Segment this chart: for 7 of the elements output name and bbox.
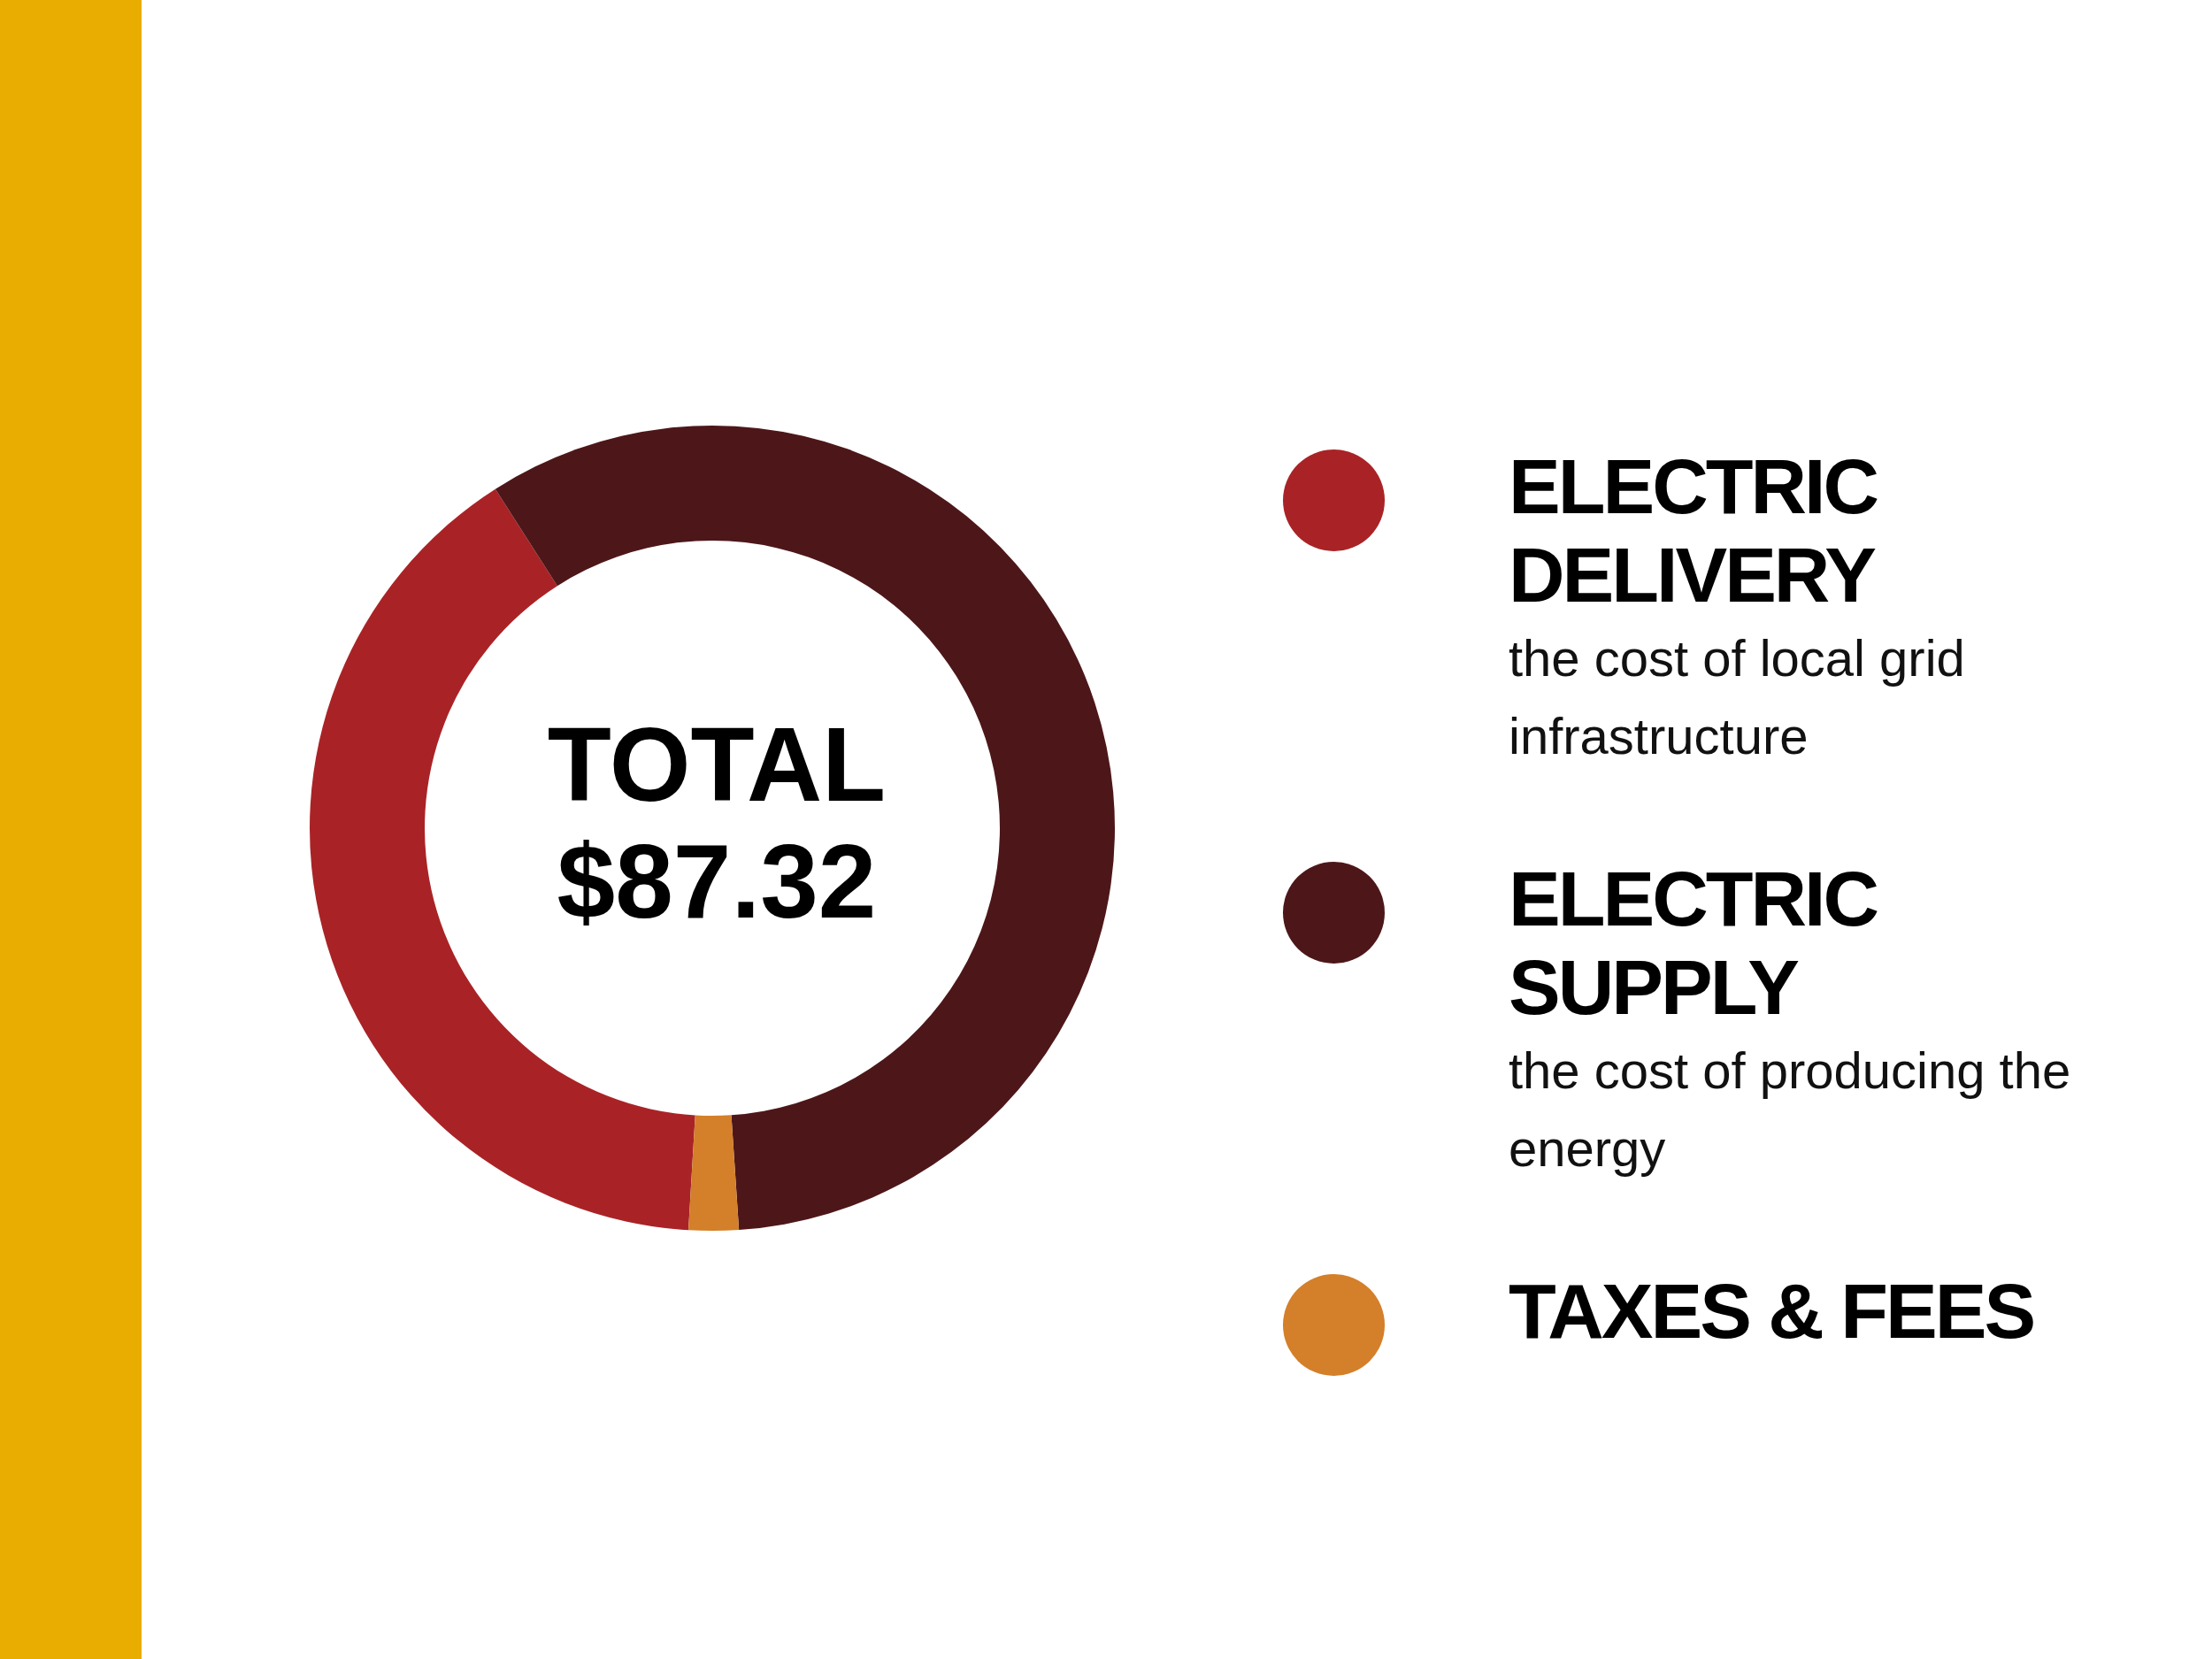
text: TOTAL [547,706,887,823]
text: the cost of local grid infrastructure [1509,628,1966,766]
text: the cost of producing the energy [1509,1041,2072,1179]
legend-label: ELECTRIC SUPPLY [1509,855,1878,1032]
legend-label: TAXES & FEES [1509,1267,2035,1356]
legend-label: ELECTRIC DELIVERY [1509,442,1878,619]
text: $87.32 [557,823,877,940]
